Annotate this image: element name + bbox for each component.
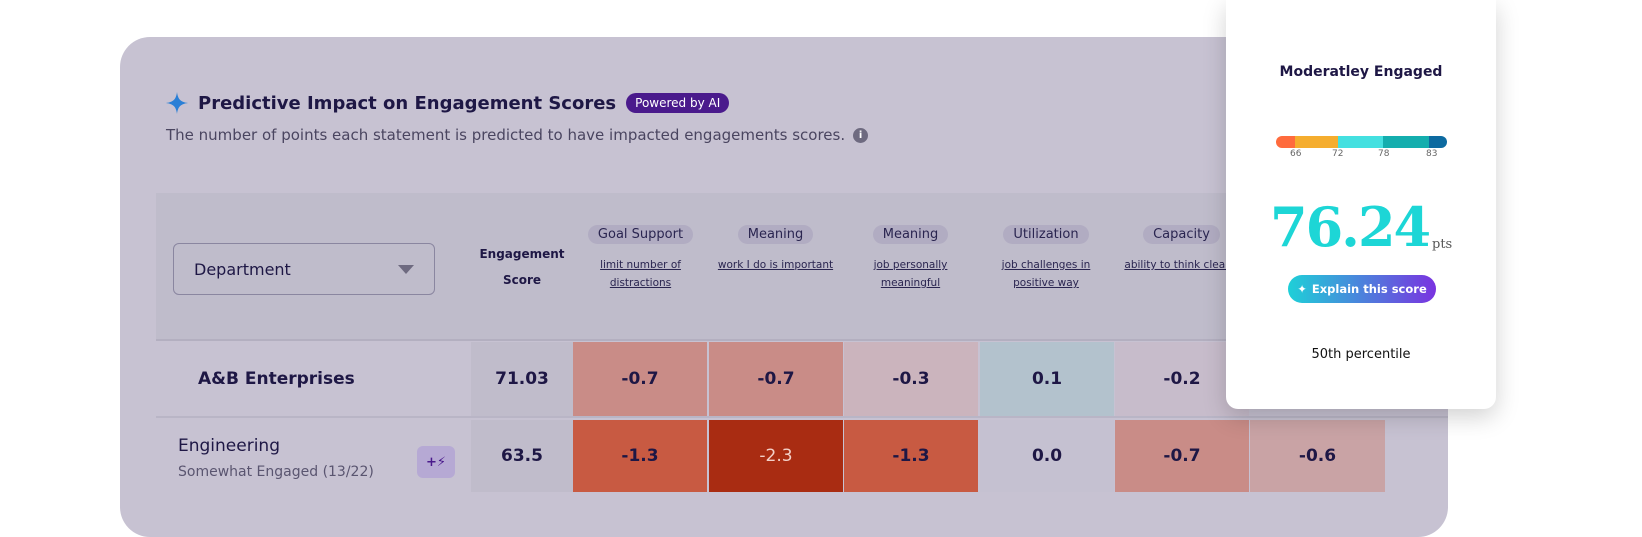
add-action-button[interactable]: +⚡: [417, 446, 455, 478]
scale-segment: [1429, 136, 1447, 148]
group-select-value: Department: [194, 259, 291, 279]
column-header: Goal Support limit number of distractions: [573, 193, 708, 341]
impact-cell[interactable]: -2.3: [709, 420, 843, 492]
score-value: 76.24: [1270, 195, 1431, 259]
category-pill: Meaning: [872, 225, 949, 244]
scale-segment: [1295, 136, 1338, 148]
impact-cell[interactable]: -0.3: [844, 342, 978, 416]
statement-link[interactable]: work I do is important: [717, 259, 834, 271]
engagement-level: Moderatley Engaged: [1279, 64, 1443, 80]
statement-link[interactable]: ability to think clearly: [1124, 259, 1239, 271]
column-header: Meaning job personally meaningful: [843, 193, 978, 341]
score-card: Moderatley Engaged 66 72 78 83 76.24 pts…: [1226, 0, 1496, 409]
category-pill: Meaning: [737, 225, 814, 244]
percentile: 50th percentile: [1311, 347, 1411, 362]
scale-segment: [1337, 136, 1383, 148]
statement-link[interactable]: job challenges in positive way: [1001, 259, 1091, 289]
scale-segment: [1276, 136, 1296, 148]
row-label: Engineering Somewhat Engaged (13/22): [178, 436, 374, 480]
header: Predictive Impact on Engagement Scores P…: [166, 92, 730, 114]
statement-link[interactable]: limit number of distractions: [600, 259, 681, 289]
explain-score-button[interactable]: ✦ Explain this score: [1288, 275, 1436, 303]
statement-link[interactable]: job personally meaningful: [873, 259, 948, 289]
impact-cell[interactable]: -1.3: [844, 420, 978, 492]
table-row[interactable]: A&B Enterprises 71.03 -0.7 -0.7 -0.3 0.1…: [156, 342, 1448, 418]
row-name: Engineering: [178, 436, 280, 456]
tick-label: 72: [1332, 149, 1344, 159]
chevron-down-icon: [398, 264, 414, 274]
column-header: Meaning work I do is important: [708, 193, 843, 341]
column-header: Capacity ability to think clearly: [1114, 193, 1249, 341]
score-unit: pts: [1432, 237, 1453, 252]
explain-label: Explain this score: [1311, 282, 1427, 296]
row-name: A&B Enterprises: [198, 369, 355, 389]
category-pill: Goal Support: [587, 225, 694, 244]
info-icon[interactable]: i: [853, 127, 869, 143]
impact-cell[interactable]: -0.7: [1115, 420, 1249, 492]
page-title: Predictive Impact on Engagement Scores: [198, 92, 617, 114]
category-pill: Capacity: [1143, 225, 1220, 244]
tick-label: 66: [1290, 149, 1302, 159]
tick-label: 78: [1378, 149, 1390, 159]
subtitle-text: The number of points each statement is p…: [166, 126, 846, 144]
sparkle-icon: [166, 92, 188, 114]
impact-cell[interactable]: -1.3: [573, 420, 707, 492]
group-select[interactable]: Department: [173, 243, 435, 295]
ai-badge: Powered by AI: [626, 93, 730, 113]
score-cell: 71.03: [471, 342, 573, 416]
sparkle-icon: ✦: [1297, 282, 1307, 296]
impact-cell[interactable]: 0.0: [980, 420, 1114, 492]
row-status: Somewhat Engaged (13/22): [178, 464, 374, 480]
table-row[interactable]: Engineering Somewhat Engaged (13/22) +⚡ …: [156, 420, 1448, 520]
impact-cell[interactable]: -0.7: [709, 342, 843, 416]
score-header: Engagement Score: [479, 247, 565, 287]
score-cell: 63.5: [471, 420, 573, 492]
category-pill: Utilization: [1003, 225, 1089, 244]
scale-segment: [1382, 136, 1430, 148]
column-header: Utilization job challenges in positive wa…: [978, 193, 1114, 341]
impact-cell[interactable]: -0.6: [1250, 420, 1385, 492]
impact-cell[interactable]: 0.1: [980, 342, 1114, 416]
subtitle: The number of points each statement is p…: [166, 126, 869, 144]
impact-cell[interactable]: -0.7: [573, 342, 707, 416]
score-scale-bar: [1276, 136, 1447, 148]
tick-label: 83: [1426, 149, 1438, 159]
